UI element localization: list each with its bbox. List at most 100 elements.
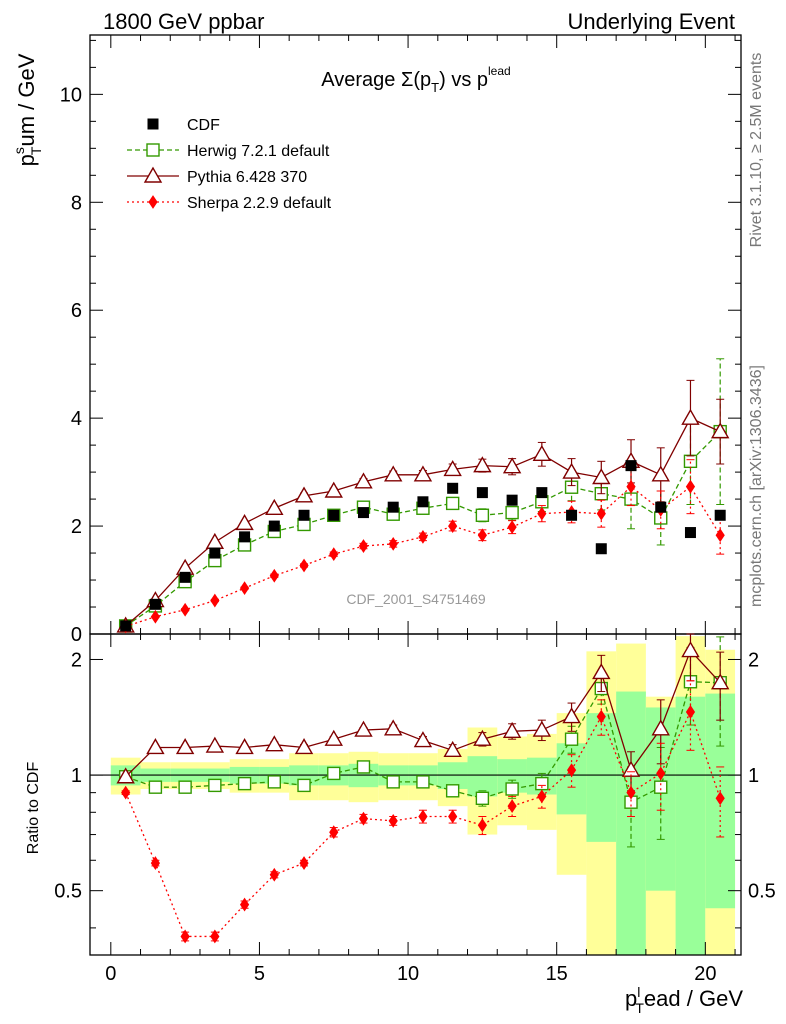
pythia-marker	[562, 462, 581, 479]
pythia-marker	[205, 736, 225, 753]
pythia-marker	[235, 738, 254, 755]
sherpa-marker	[418, 809, 428, 824]
pythia-marker	[532, 444, 552, 461]
pythia-marker	[681, 408, 700, 425]
sherpa-marker	[329, 547, 339, 562]
x-tick-label: 0	[105, 963, 116, 985]
sherpa-marker	[148, 195, 158, 209]
ratio-sherpa-line	[125, 710, 721, 938]
main-y-tick-label: 10	[60, 84, 82, 106]
pythia-marker	[354, 472, 373, 489]
pythia-marker	[443, 740, 462, 758]
herwig-marker	[327, 766, 341, 781]
uncertainty-band-inner	[675, 696, 706, 955]
cdf-data-marker	[387, 501, 399, 513]
sherpa-marker	[537, 506, 547, 521]
ratio-y-tick-label-right: 1	[748, 765, 759, 787]
cdf-data-marker	[476, 487, 488, 499]
cdf-data-marker	[147, 118, 159, 130]
herwig-marker	[146, 143, 160, 157]
pythia-marker	[710, 673, 730, 690]
sherpa-marker	[358, 811, 369, 826]
sherpa-marker	[150, 609, 160, 624]
pythia-marker	[443, 459, 462, 477]
pythia-marker	[502, 721, 522, 739]
x-tick-label: 5	[254, 963, 265, 985]
pythia-marker	[473, 456, 492, 473]
pythia-marker	[473, 729, 492, 746]
herwig-marker	[475, 508, 490, 522]
pythia-marker	[651, 465, 670, 482]
cdf-data-marker	[239, 531, 251, 543]
ratio-y-tick-label-right: 0.5	[748, 881, 776, 903]
sherpa-marker	[388, 813, 398, 828]
herwig-marker	[386, 775, 400, 789]
uncertainty-band-inner	[467, 756, 498, 797]
main-y-tick-label: 8	[71, 192, 82, 214]
legend-entry-label: Sherpa 2.2.9 default	[187, 195, 332, 212]
herwig-marker	[237, 776, 252, 791]
ratio-panel-background	[90, 636, 741, 955]
sherpa-marker	[448, 519, 458, 533]
herwig-marker	[208, 778, 222, 793]
x-tick-label: 15	[546, 963, 568, 985]
herwig-marker	[654, 780, 668, 794]
sherpa-marker	[210, 593, 220, 608]
sherpa-marker	[507, 520, 517, 535]
sherpa-marker	[537, 789, 547, 804]
sherpa-marker	[210, 929, 220, 944]
pythia-marker	[383, 719, 403, 736]
cdf-data-marker	[268, 520, 280, 532]
pythia-marker	[265, 498, 284, 515]
pythia-marker	[710, 422, 730, 439]
sherpa-marker	[715, 791, 725, 806]
sherpa-marker	[239, 897, 250, 912]
sherpa-marker	[358, 539, 369, 553]
sherpa-marker	[299, 558, 309, 573]
pythia-marker	[592, 468, 611, 485]
pythia-marker	[681, 641, 700, 658]
main-series-layer	[116, 358, 730, 634]
sherpa-marker	[566, 763, 577, 778]
pythia-marker	[592, 663, 611, 680]
sherpa-marker	[269, 867, 279, 882]
cdf-data-marker	[417, 496, 429, 508]
pythia-marker	[116, 767, 135, 784]
herwig-marker	[416, 775, 430, 789]
cdf-data-marker	[684, 527, 696, 539]
sherpa-marker	[448, 809, 458, 824]
analysis-watermark: CDF_2001_S4751469	[346, 591, 486, 607]
ratio-y-tick-label-left: 2	[71, 649, 82, 671]
cdf-data-marker	[298, 509, 310, 521]
pythia-marker	[294, 486, 314, 503]
cdf-data-marker	[209, 547, 221, 559]
ratio-y-tick-label-left: 0.5	[54, 881, 82, 903]
pythia-marker	[354, 720, 373, 737]
main-y-tick-label: 4	[71, 408, 82, 430]
cdf-data-marker	[179, 571, 191, 583]
ratio-axes: 0.5 0.51 12 20 5 10 15 20	[54, 634, 776, 985]
sherpa-marker	[180, 929, 190, 944]
mcplots-label: mcplots.cern.ch [arXiv:1306.3436]	[748, 365, 765, 607]
main-y-axis: 0 2 4 6 8 10	[60, 35, 741, 646]
x-tick-label: 10	[397, 963, 419, 985]
legend-entry-label: Herwig 7.2.1 default	[187, 143, 330, 160]
ratio-series-layer	[116, 633, 730, 944]
sherpa-marker	[329, 825, 339, 840]
sherpa-marker	[269, 568, 279, 583]
x-axis-label: pl Tead / GeV	[625, 984, 743, 1016]
pythia-marker	[205, 532, 225, 549]
cdf-data-marker	[328, 509, 340, 521]
herwig-marker	[148, 780, 163, 794]
sherpa-marker	[180, 602, 190, 617]
cdf-data-marker	[655, 501, 667, 513]
sherpa-marker	[150, 856, 160, 870]
pythia-marker	[324, 481, 343, 498]
legend-entry-label: Pythia 6.428 370	[187, 169, 307, 186]
sherpa-marker	[388, 536, 398, 551]
main-y-tick-label: 2	[71, 516, 82, 538]
pythia-marker	[413, 731, 433, 748]
plot-title: Average Σ(pT) vs plead	[321, 64, 510, 95]
cdf-data-marker	[625, 460, 637, 472]
main-y-tick-label: 0	[71, 624, 82, 646]
